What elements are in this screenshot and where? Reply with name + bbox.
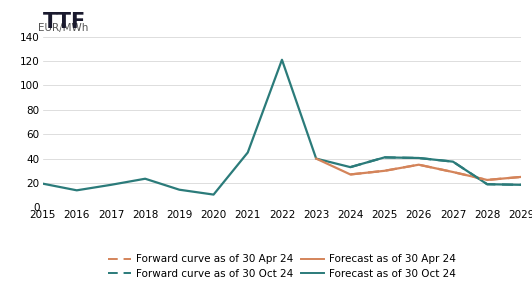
Text: TTF: TTF <box>43 12 86 32</box>
Text: EUR/MWh: EUR/MWh <box>38 23 88 33</box>
Legend: Forward curve as of 30 Apr 24, Forward curve as of 30 Oct 24, Forecast as of 30 : Forward curve as of 30 Apr 24, Forward c… <box>103 250 461 283</box>
